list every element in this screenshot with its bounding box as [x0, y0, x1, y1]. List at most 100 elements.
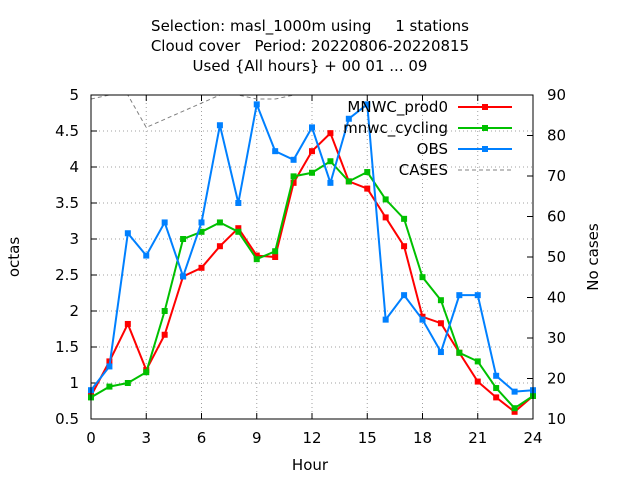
data-point — [198, 228, 205, 235]
y2-tick-label: 30 — [547, 329, 566, 347]
y2-tick-label: 80 — [547, 127, 566, 145]
data-point — [272, 248, 279, 255]
data-point — [511, 388, 518, 395]
data-point — [216, 122, 223, 129]
data-point — [437, 349, 444, 356]
data-point — [235, 200, 242, 206]
data-point — [198, 264, 205, 271]
y2-tick-label: 50 — [547, 248, 566, 266]
y2-axis-label: No cases — [584, 223, 602, 291]
data-point — [493, 372, 500, 379]
data-point — [198, 219, 205, 226]
data-point — [474, 358, 481, 365]
data-point — [290, 173, 297, 180]
grid — [91, 95, 533, 419]
data-point — [401, 215, 408, 222]
data-point — [309, 148, 315, 155]
y2-tick-label: 20 — [547, 370, 566, 388]
x-tick-label: 6 — [197, 429, 207, 447]
data-point — [474, 292, 481, 299]
data-point — [511, 408, 518, 415]
data-point — [401, 243, 408, 250]
y-tick-label: 4.5 — [55, 122, 79, 140]
data-point — [474, 378, 481, 385]
data-point — [345, 178, 352, 185]
data-point — [437, 297, 444, 304]
data-point — [290, 179, 297, 186]
data-point — [345, 115, 352, 122]
x-tick-label: 0 — [86, 429, 96, 447]
data-point — [253, 252, 260, 259]
data-point — [327, 158, 334, 165]
data-point — [419, 274, 426, 281]
data-point — [124, 230, 131, 237]
x-tick-label: 12 — [302, 429, 321, 447]
data-point — [309, 124, 315, 131]
legend-label: MNWC_prod0 — [347, 98, 448, 117]
data-point — [143, 252, 150, 259]
x-tick-label: 24 — [523, 429, 542, 447]
data-point — [124, 320, 131, 327]
data-point — [253, 101, 260, 108]
data-point — [382, 316, 389, 323]
chart-title-line-1: Selection: masl_1000m using 1 stations — [151, 17, 469, 35]
axis-ticks: 0 3 6 9 12 15 18 21 24 0.5 1 1.5 2 2.5 3 3.5 4 4.5 5 10 20 30… — [55, 86, 566, 447]
legend-marker — [482, 125, 488, 131]
y-tick-label: 1 — [69, 374, 79, 392]
data-point — [272, 254, 279, 260]
data-point — [364, 101, 371, 108]
data-point — [493, 394, 500, 401]
y2-tick-label: 70 — [547, 167, 566, 185]
data-point — [493, 385, 500, 392]
chart-title-line-3: Used {All hours} + 00 01 ... 09 — [192, 57, 428, 75]
y2-tick-label: 90 — [547, 86, 566, 104]
data-point — [327, 130, 334, 137]
data-point — [382, 214, 389, 221]
x-tick-label: 21 — [468, 429, 487, 447]
legend-label: CASES — [399, 161, 448, 179]
legend-marker — [482, 146, 488, 152]
y2-tick-label: 60 — [547, 208, 566, 226]
x-tick-label: 9 — [252, 429, 262, 447]
y-tick-label: 2.5 — [55, 266, 79, 284]
legend-label: mnwc_cycling — [343, 119, 448, 138]
data-point — [382, 196, 389, 203]
x-axis-label: Hour — [292, 456, 329, 474]
data-point — [511, 405, 518, 412]
data-point — [106, 383, 113, 390]
y-tick-label: 1.5 — [55, 338, 79, 356]
data-point — [216, 219, 223, 226]
data-point — [180, 236, 187, 242]
data-point — [364, 169, 371, 176]
legend-label: OBS — [417, 140, 448, 158]
y-tick-label: 2 — [69, 302, 79, 320]
chart-title-line-2: Cloud cover Period: 20220806-20220815 — [150, 37, 470, 55]
y-axis-label: octas — [5, 237, 23, 277]
data-point — [235, 225, 242, 232]
data-point — [456, 349, 463, 356]
x-tick-label: 18 — [413, 429, 432, 447]
y-tick-label: 4 — [69, 158, 79, 176]
data-point — [364, 185, 371, 192]
data-point — [216, 243, 223, 250]
data-point — [106, 363, 113, 370]
data-point — [253, 256, 260, 263]
data-point — [161, 331, 168, 338]
y-tick-label: 5 — [69, 86, 79, 104]
data-point — [437, 320, 444, 327]
data-point — [161, 219, 168, 226]
y2-tick-label: 10 — [547, 410, 566, 428]
data-point — [309, 169, 315, 176]
series-lines — [88, 94, 536, 415]
data-point — [290, 156, 297, 163]
legend-marker — [482, 104, 488, 110]
y-tick-label: 3.5 — [55, 194, 79, 212]
data-point — [272, 148, 279, 155]
data-point — [124, 380, 131, 386]
data-point — [235, 228, 242, 235]
data-point — [401, 292, 408, 299]
data-point — [419, 316, 426, 323]
data-point — [143, 369, 150, 376]
x-tick-label: 3 — [141, 429, 151, 447]
